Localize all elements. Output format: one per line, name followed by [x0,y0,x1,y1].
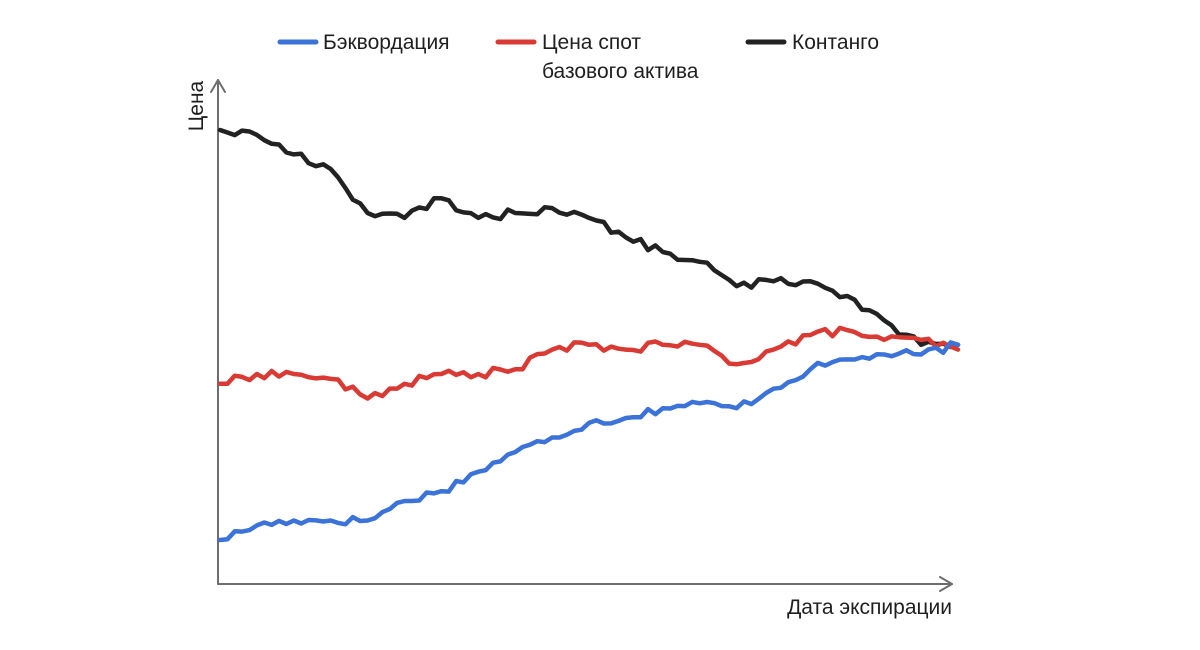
legend-label-contango: Контанго [792,31,879,54]
y-axis-arrow [210,79,226,93]
legend-item-backwardation: Бэквордация [277,31,450,54]
x-axis-arrow [939,576,953,592]
legend: Бэквордация Цена спот базового актива Кон… [277,31,879,83]
series-line-spot-price [217,325,961,401]
x-axis-label: Дата экспирации [787,596,952,619]
legend-label-backwardation: Бэквордация [323,31,450,54]
legend-label-spot-price: Цена спот базового актива [542,31,699,83]
series-line-backwardation [217,340,961,543]
legend-item-spot-price: Цена спот базового актива [495,31,699,83]
y-axis-label: Цена [185,80,208,131]
legend-item-contango: Контанго [745,31,879,54]
series-line-contango [217,127,961,350]
series-lines [217,127,961,543]
axes [210,79,953,592]
